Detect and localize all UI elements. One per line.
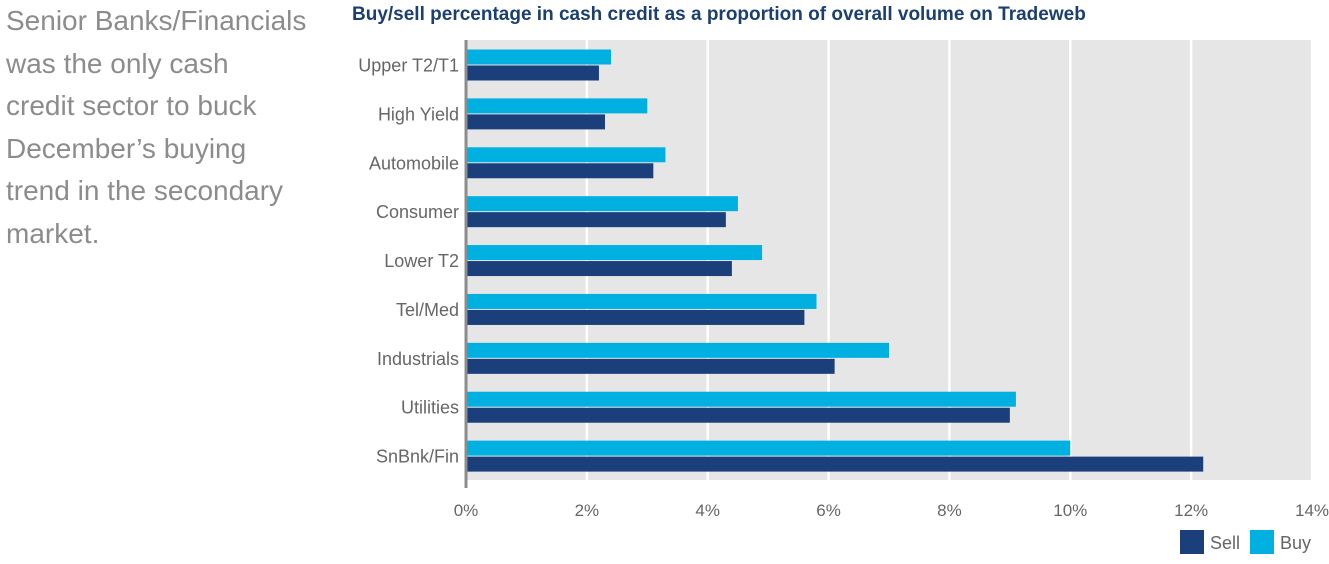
bar-buy [466, 391, 1016, 407]
bar-sell [466, 309, 805, 325]
bar-sell [466, 456, 1204, 472]
legend-swatch [1250, 530, 1274, 554]
legend-label: Sell [1210, 533, 1240, 553]
category-label: SnBnk/Fin [376, 447, 459, 467]
bar-sell [466, 261, 732, 277]
x-tick-label: 2% [575, 501, 600, 520]
legend-swatch [1180, 530, 1204, 554]
x-tick-label: 4% [695, 501, 720, 520]
category-label: High Yield [378, 104, 459, 124]
x-tick-label: 14% [1295, 501, 1329, 520]
category-label: Tel/Med [396, 300, 459, 320]
category-label: Upper T2/T1 [358, 56, 459, 76]
bar-sell [466, 358, 835, 374]
bar-sell [466, 163, 654, 179]
bar-buy [466, 440, 1071, 456]
legend-label: Buy [1280, 533, 1311, 553]
bar-buy [466, 293, 817, 309]
category-label: Automobile [369, 153, 459, 173]
category-label: Consumer [376, 202, 459, 222]
bar-buy [466, 147, 666, 163]
summary-text: Senior Banks/Financials was the only cas… [6, 5, 307, 249]
bar-sell [466, 407, 1010, 423]
x-tick-label: 6% [816, 501, 841, 520]
category-label: Lower T2 [384, 251, 459, 271]
bar-sell [466, 114, 605, 130]
x-tick-label: 0% [454, 501, 479, 520]
bar-sell [466, 65, 599, 81]
bar-buy [466, 49, 612, 65]
x-tick-label: 8% [937, 501, 962, 520]
bar-sell [466, 212, 726, 228]
bar-buy [466, 196, 738, 212]
chart-title: Buy/sell percentage in cash credit as a … [352, 4, 1086, 25]
x-tick-label: 10% [1053, 501, 1087, 520]
x-tick-label: 12% [1174, 501, 1208, 520]
category-label: Industrials [377, 349, 459, 369]
bar-buy [466, 98, 648, 114]
bar-buy [466, 245, 763, 261]
category-label: Utilities [401, 398, 459, 418]
bar-buy [466, 342, 889, 358]
